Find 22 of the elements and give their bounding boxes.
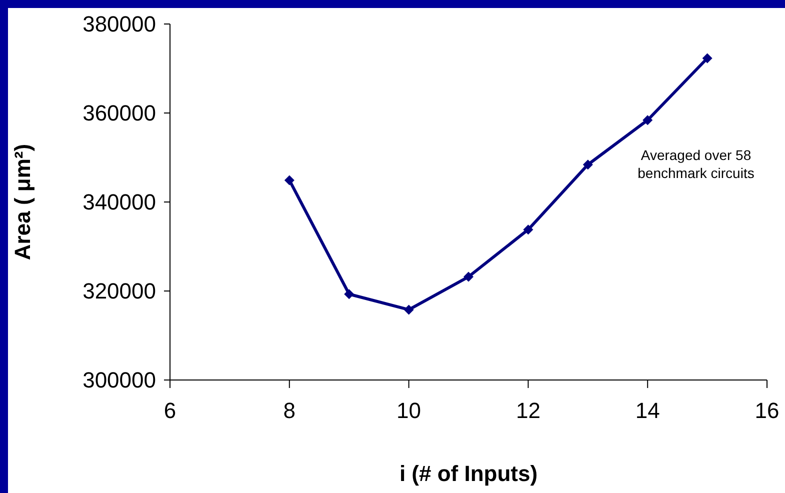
point [582,160,593,170]
y-tick-label: 380000 [82,12,156,37]
y-tick-label: 340000 [82,190,156,215]
x-axis-title: i (# of Inputs) [399,461,538,486]
point [464,272,474,282]
point [404,304,414,315]
y-tick-label: 320000 [82,278,156,304]
y-axis-title: Area ( μm²) [10,144,35,260]
x-tick-label: 8 [283,398,296,423]
y-tick-label: 360000 [82,100,156,126]
point [284,175,294,186]
point [344,289,354,300]
x-tick-label: 14 [635,398,660,423]
point [523,224,534,235]
x-tick-label: 12 [516,398,540,423]
point [702,53,712,64]
point [642,115,653,126]
x-tick-label: 10 [396,398,422,423]
x-tick-label: 6 [164,398,176,423]
annotation: Averaged over 58 benchmark circuits [638,147,754,182]
y-tick-label: 300000 [82,368,156,393]
x-tick-label: 16 [754,398,780,423]
